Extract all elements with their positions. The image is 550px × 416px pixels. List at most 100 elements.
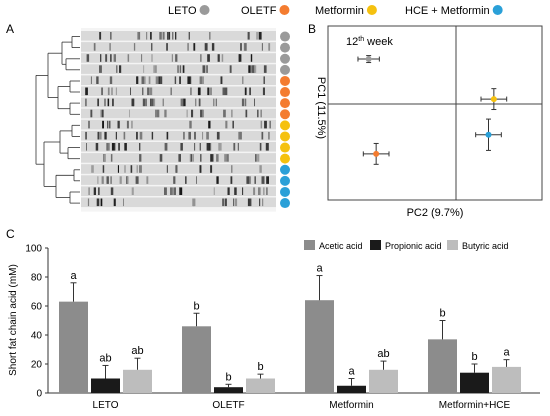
gel-band	[139, 154, 142, 162]
gel-lane-strip	[81, 130, 276, 141]
gel-band	[107, 120, 109, 129]
gel-band	[254, 98, 255, 107]
gel-band	[142, 87, 144, 96]
gel-band	[249, 87, 251, 96]
panel-b-pca: 12th week PC2 (9.7%) PC1 (11.5%)	[315, 25, 543, 219]
bar-butyric-acid	[246, 378, 275, 393]
bar-acetic-acid	[305, 300, 334, 393]
gel-band	[95, 143, 99, 151]
pca-point-oletf	[373, 150, 380, 157]
gel-band	[222, 87, 225, 96]
pca-points	[357, 55, 508, 165]
gel-band	[123, 131, 126, 140]
gel-band	[154, 65, 157, 73]
gel-band	[216, 131, 220, 140]
lane-group-dot	[280, 198, 290, 209]
lane-group-dot	[280, 87, 290, 98]
lane-group-dot	[280, 186, 290, 197]
gel-band	[111, 143, 115, 151]
lane-group-dot	[280, 31, 290, 42]
gel-band	[199, 143, 201, 151]
gel-band	[248, 176, 251, 184]
gel-band	[202, 131, 204, 140]
lane-group-dot	[280, 164, 290, 175]
gel-band	[110, 154, 113, 162]
gel-band	[242, 187, 244, 195]
bar-legend-label-acetic-acid: Acetic acid	[319, 241, 363, 251]
gel-band	[230, 176, 233, 184]
lane-group-dot	[280, 131, 290, 142]
pca-point-hce-metformin	[485, 131, 492, 138]
bar-butyric-acid	[369, 369, 398, 393]
bar-propionic-acid	[460, 372, 489, 393]
gel-band	[123, 198, 124, 207]
bar-legend-label-butyric-acid: Butyric acid	[462, 241, 509, 251]
gel-band	[153, 65, 156, 73]
gel-band	[102, 109, 104, 118]
gel-band	[204, 43, 208, 51]
gel-band	[109, 120, 111, 129]
gel-band	[141, 76, 145, 84]
bar-significance-label: a	[503, 347, 510, 359]
gel-lane	[81, 175, 276, 185]
bar-significance-label: a	[316, 263, 323, 275]
gel-band	[162, 98, 164, 107]
gel-band	[91, 165, 94, 173]
bar-legend-swatch-acetic-acid	[304, 240, 315, 250]
gel-band	[208, 120, 211, 129]
gel-band	[245, 109, 248, 118]
gel-band	[106, 143, 109, 151]
gel-band	[87, 198, 90, 207]
legend-label-metformin: Metformin	[315, 5, 364, 17]
gel-band	[158, 76, 161, 84]
gel-band	[110, 187, 114, 195]
gel-band	[164, 187, 167, 195]
gel-band	[182, 65, 185, 73]
gel-band	[85, 98, 87, 107]
gel-band	[227, 187, 230, 195]
gel-band	[179, 76, 181, 84]
gel-band	[100, 198, 103, 207]
gel-band	[258, 187, 260, 195]
gel-band	[201, 76, 204, 84]
gel-band	[136, 76, 139, 84]
bar-category-label: OLETF	[212, 400, 244, 411]
gel-band	[99, 65, 102, 73]
gel-band	[215, 98, 217, 107]
gel-band	[115, 87, 117, 96]
gel-band	[102, 120, 104, 129]
gel-lane-strip	[81, 186, 276, 196]
gel-band	[220, 76, 223, 84]
gel-band	[112, 98, 114, 107]
panel-label-a: A	[6, 22, 14, 36]
gel-band	[258, 32, 262, 40]
gel-band	[199, 165, 201, 173]
gel-band	[240, 43, 242, 51]
bar-axes: 0 20 40 60 80 100 LETO OLETF Metformin Metformin+…	[25, 244, 540, 411]
gel-band	[266, 176, 269, 184]
gel-lane	[81, 42, 276, 52]
gel-band	[268, 43, 271, 51]
gel-band	[202, 65, 206, 73]
gel-band	[256, 32, 258, 40]
gel-band	[192, 154, 194, 162]
gel-band	[231, 109, 233, 118]
gel-band	[234, 187, 237, 195]
gel-band	[144, 76, 146, 84]
gel-band	[232, 120, 234, 129]
gel-lane	[81, 64, 276, 74]
gel-band	[99, 32, 102, 40]
gel-band	[261, 176, 265, 184]
gel-lane	[81, 142, 276, 152]
gel-band	[143, 65, 145, 73]
gel-lane-strip	[81, 31, 276, 41]
gel-band	[210, 143, 212, 151]
gel-band	[117, 165, 119, 173]
gel-band	[130, 87, 131, 96]
bar-legend: Acetic acid Propionic acid Butyric acid	[304, 240, 509, 251]
gel-band	[126, 120, 129, 129]
gel-band	[153, 98, 156, 107]
gel-band	[206, 143, 210, 151]
gel-band	[150, 32, 152, 40]
